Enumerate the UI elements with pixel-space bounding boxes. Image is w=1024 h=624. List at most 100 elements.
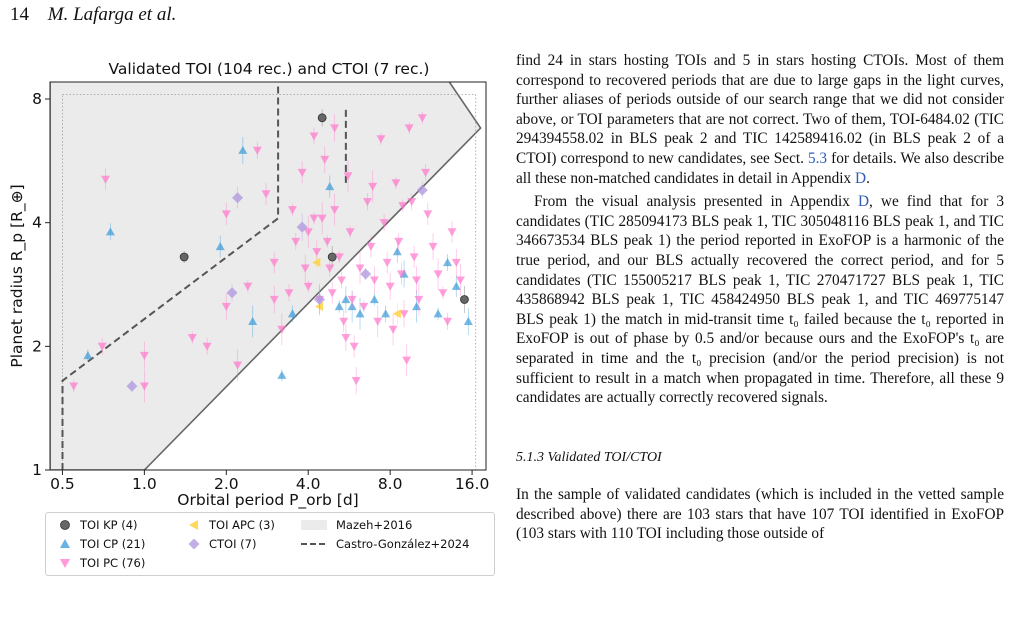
- legend-item-mazeh: Mazeh+2016: [300, 517, 412, 533]
- toi-pc-point: [317, 214, 327, 223]
- toi-pc-point: [396, 270, 406, 279]
- body-text-column: find 24 in stars hosting TOIs and 5 in s…: [516, 51, 1004, 544]
- legend-label: CTOI (7): [209, 537, 257, 551]
- toi-pc-point: [320, 155, 330, 164]
- toi-cp-point: [277, 370, 287, 379]
- toi-pc-point: [398, 202, 408, 211]
- toi-pc-point: [300, 264, 310, 273]
- toi-pc-point: [221, 302, 231, 312]
- toi-cp-point: [83, 350, 93, 360]
- toi-pc-point: [391, 179, 401, 188]
- chart-legend: TOI KP (4) TOI CP (21) TOI PC (76) TOI A…: [45, 512, 495, 576]
- x-tick-label: 16.0: [455, 475, 490, 493]
- toi-cp-point: [443, 257, 453, 267]
- running-authors: M. Lafarga et al.: [47, 4, 177, 25]
- toi-pc-point: [421, 168, 431, 177]
- toi-cp-point: [392, 247, 402, 256]
- appendix-link[interactable]: D: [857, 193, 870, 211]
- toi-pc-point: [373, 317, 383, 326]
- legend-item-ctoi: CTOI (7): [187, 536, 256, 552]
- toi-pc-point: [428, 242, 438, 251]
- paragraph-1: find 24 in stars hosting TOIs and 5 in s…: [516, 52, 1005, 187]
- toi-pc-point: [423, 210, 433, 219]
- toi-pc-point: [325, 264, 335, 273]
- toi-cp-point: [334, 302, 344, 311]
- toi-pc-point: [97, 342, 107, 351]
- toi-cp-point: [355, 309, 365, 318]
- data-points: [69, 109, 473, 403]
- toi-pc-point: [312, 248, 322, 257]
- toi-cp-point: [412, 302, 422, 311]
- legend-label: TOI CP (21): [80, 537, 146, 551]
- appendix-link[interactable]: D: [855, 169, 867, 187]
- toi-pc-point: [433, 270, 443, 279]
- toi-pc-point: [322, 237, 332, 246]
- toi-pc-point: [261, 190, 271, 199]
- x-tick-label: 4.0: [296, 475, 321, 493]
- paragraph-2: From the visual analysis presented in Ap…: [516, 193, 1004, 407]
- toi-pc-point: [252, 146, 262, 155]
- x-tick-label: 0.5: [50, 475, 75, 493]
- toi-pc-point: [269, 295, 279, 305]
- toi-cp-point: [248, 316, 258, 325]
- section-link[interactable]: 5.3: [807, 149, 828, 167]
- toi-cp-point: [215, 241, 225, 251]
- toi-apc-point: [314, 302, 324, 312]
- toi-pc-point: [443, 317, 453, 326]
- subsection-heading: 5.1.3 Validated TOI/CTOI: [516, 449, 662, 465]
- toi-cp-point: [341, 295, 351, 304]
- ctoi-point: [313, 294, 325, 306]
- circle-marker-icon: [60, 520, 70, 530]
- toi-kp-point: [460, 295, 469, 304]
- legend-item-toi-apc: TOI APC (3): [187, 517, 275, 533]
- chart-title: Validated TOI (104 rec.) and CTOI (7 rec…: [109, 60, 430, 78]
- toi-pc-point: [369, 276, 379, 285]
- patch-swatch-icon: [301, 520, 327, 530]
- toi-pc-point: [139, 382, 149, 391]
- ctoi-point: [226, 287, 238, 299]
- toi-apc-point: [312, 257, 321, 267]
- toi-pc-point: [303, 228, 313, 237]
- legend-label: TOI APC (3): [209, 518, 275, 532]
- page-number: 14: [10, 4, 29, 25]
- toi-pc-point: [399, 310, 409, 319]
- toi-pc-point: [447, 228, 457, 237]
- toi-pc-point: [349, 342, 359, 351]
- toi-pc-point: [366, 242, 376, 251]
- toi-pc-point: [351, 377, 361, 386]
- ctoi-point: [416, 184, 428, 196]
- toi-pc-point: [202, 342, 212, 351]
- toi-kp-point: [327, 252, 337, 262]
- toi-pc-point: [394, 237, 404, 246]
- y-tick-label: 8: [32, 90, 42, 108]
- toi-pc-point: [355, 264, 365, 273]
- x-axis-label: Orbital period P_orb [d]: [177, 491, 358, 510]
- toi-kp-point: [317, 113, 327, 123]
- toi-pc-point: [417, 114, 427, 123]
- toi-pc-point: [287, 206, 297, 215]
- toi-pc-point: [362, 198, 372, 207]
- toi-cp-point: [433, 309, 443, 318]
- toi-pc-point: [376, 135, 386, 144]
- toi-pc-point: [455, 276, 465, 285]
- toi-pc-point: [407, 198, 417, 207]
- y-axis-label: Planet radius R_p [R_⊕]: [8, 184, 27, 367]
- toi-pc-point: [187, 334, 197, 343]
- toi-pc-point: [309, 132, 319, 141]
- toi-pc-point: [101, 175, 111, 184]
- toi-pc-point: [284, 289, 294, 298]
- paragraph-3: In the sample of validated candidates (w…: [516, 486, 1004, 543]
- toi-pc-point: [221, 210, 231, 219]
- ctoi-point: [360, 268, 372, 280]
- toi-pc-point: [385, 282, 395, 291]
- toi-pc-point: [347, 295, 357, 305]
- toi-pc-point: [139, 351, 149, 360]
- toi-pc-point: [334, 253, 344, 262]
- toi-pc-point: [341, 334, 351, 343]
- toi-pc-point: [291, 237, 301, 246]
- toi-cp-point: [325, 181, 335, 191]
- x-tick-label: 2.0: [214, 475, 239, 493]
- castro-gonzalez-boundary: [61, 82, 280, 470]
- toi-pc-point: [233, 361, 243, 370]
- toi-pc-point: [297, 168, 307, 177]
